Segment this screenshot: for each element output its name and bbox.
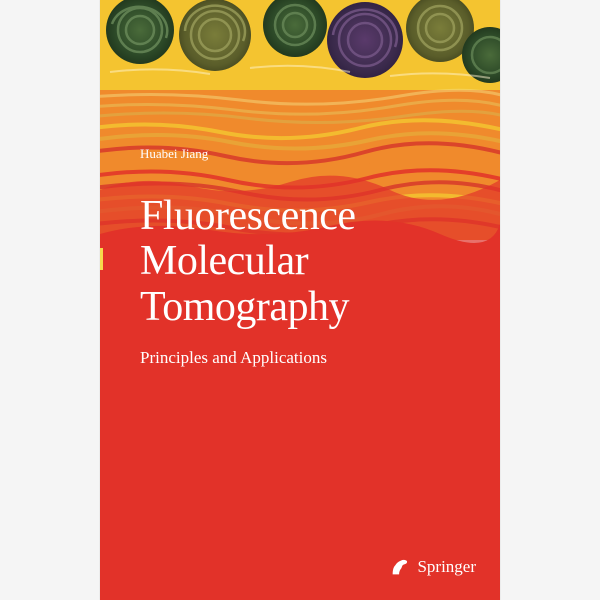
- title-line-3: Tomography: [140, 284, 349, 330]
- springer-horse-icon: [389, 556, 411, 578]
- author-name: Huabei Jiang: [140, 146, 208, 162]
- page-background: Huabei Jiang Fluorescence Molecular Tomo…: [0, 0, 600, 600]
- accent-bar: [100, 248, 103, 270]
- book-title: Fluorescence Molecular Tomography: [140, 194, 470, 330]
- publisher-name: Springer: [417, 557, 476, 577]
- book-cover: Huabei Jiang Fluorescence Molecular Tomo…: [100, 0, 500, 600]
- publisher-block: Springer: [389, 556, 476, 578]
- title-line-2: Molecular: [140, 238, 308, 284]
- title-line-1: Fluorescence: [140, 193, 356, 239]
- book-subtitle: Principles and Applications: [140, 348, 327, 368]
